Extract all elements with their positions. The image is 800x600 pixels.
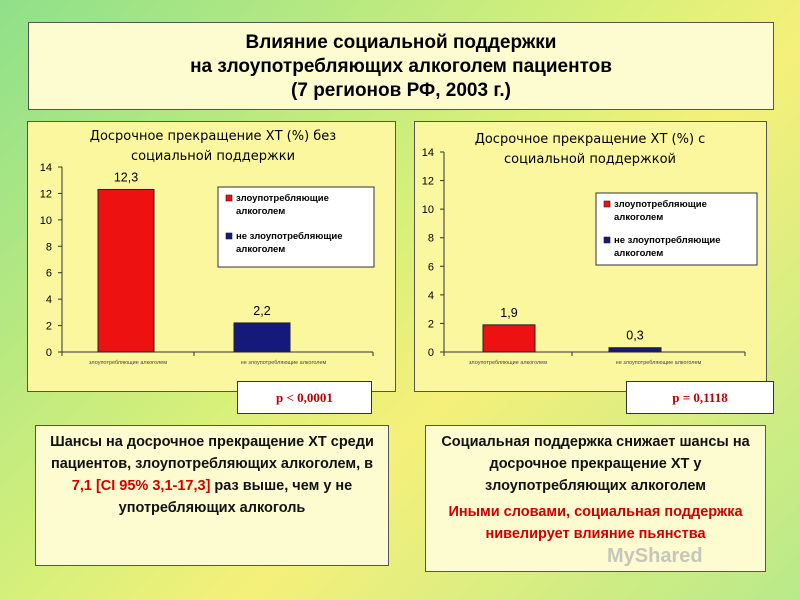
support-highlight-text: Иными словами, социальная поддержка ниве… [448, 504, 743, 542]
bar [608, 347, 662, 353]
support-main-text: Социальная поддержка снижает шансы на до… [441, 434, 750, 494]
legend-label: злоупотребляющие [236, 193, 329, 204]
chart-panel-with-support: Досрочное прекращение ХТ (%) с социально… [414, 121, 767, 392]
y-tick-label: 2 [428, 318, 434, 330]
chart-title-line-2: социальной поддержкой [503, 152, 676, 167]
chart-title-line-1: Досрочное прекращение ХТ (%) без [89, 129, 337, 144]
watermark-logo: MyShared [607, 545, 703, 567]
y-tick-label: 10 [40, 215, 52, 227]
legend-label: алкоголем [614, 248, 663, 259]
x-tick-label: не злоупотребляющие алкоголем [241, 360, 327, 366]
x-tick-label: злоупотребляющие алкоголем [89, 360, 167, 366]
y-tick-label: 0 [428, 347, 434, 359]
data-label: 2,2 [253, 304, 270, 318]
slide-title-line-3: (7 регионов РФ, 2003 г.) [291, 80, 511, 101]
bar [97, 188, 155, 353]
legend-label: алкоголем [614, 212, 663, 223]
bar-chart-without-support: 0 2 4 6 8 10 12 14 12,3 2,2 злоупотребляющие алког… [40, 162, 375, 366]
y-tick-label: 4 [428, 290, 434, 302]
y-tick-label: 8 [428, 233, 434, 245]
chart-panel-without-support: Досрочное прекращение ХТ (%) без социаль… [27, 121, 396, 392]
chart-title-with-support: Досрочное прекращение ХТ (%) с социально… [445, 130, 735, 170]
bar [482, 324, 536, 353]
legend-label: злоупотребляющие [614, 199, 707, 210]
y-tick-label: 2 [46, 321, 52, 333]
legend-label: не злоупотребляющие [236, 231, 343, 242]
y-tick-label: 10 [422, 204, 434, 216]
odds-text-box: Шансы на досрочное прекращение ХТ среди … [35, 425, 389, 566]
legend-label: алкоголем [236, 244, 285, 255]
y-tick-label: 14 [40, 162, 52, 174]
p-value-right: p = 0,1118 [626, 381, 774, 414]
data-label: 12,3 [114, 170, 138, 184]
odds-text-part-1: Шансы на досрочное прекращение ХТ среди … [50, 434, 374, 472]
y-tick-label: 0 [46, 347, 52, 359]
bar [233, 322, 291, 353]
y-tick-label: 8 [46, 241, 52, 253]
legend-label: не злоупотребляющие [614, 235, 721, 246]
odds-value: 7,1 [CI 95% 3,1-17,3] [71, 478, 211, 494]
y-tick-label: 12 [422, 176, 434, 188]
y-tick-label: 12 [40, 188, 52, 200]
legend-label: алкоголем [236, 206, 285, 217]
chart-title-line-2: социальной поддержки [130, 149, 296, 164]
y-tick-label: 6 [428, 261, 434, 273]
slide-title-line-1: Влияние социальной поддержки [245, 32, 557, 53]
data-label: 1,9 [500, 306, 517, 320]
legend-box [595, 192, 758, 266]
legend-swatch [603, 236, 611, 244]
legend-box [217, 186, 375, 268]
y-tick-label: 4 [46, 294, 52, 306]
p-value-left: p < 0,0001 [237, 381, 372, 414]
bar-chart-with-support: 0 2 4 6 8 10 12 14 1,9 0,3 злоупотребляющие алкого… [422, 147, 758, 366]
slide-title-line-2: на злоупотребляющих алкоголем пациентов [190, 56, 612, 77]
legend-swatch [225, 232, 233, 240]
y-tick-label: 14 [422, 147, 434, 159]
legend-swatch [603, 200, 611, 208]
support-text-box: Социальная поддержка снижает шансы на до… [425, 425, 766, 572]
chart-title-line-1: Досрочное прекращение ХТ (%) с [474, 132, 706, 147]
chart-title-without-support: Досрочное прекращение ХТ (%) без социаль… [68, 127, 358, 167]
legend-swatch [225, 194, 233, 202]
odds-text-part-2: раз выше, чем у не употребляющих алкогол… [118, 478, 353, 516]
data-label: 0,3 [626, 329, 643, 343]
slide-title-box: Влияние социальной поддержки на злоупотр… [28, 22, 774, 110]
x-tick-label: не злоупотребляющие алкоголем [616, 360, 702, 366]
x-tick-label: злоупотребляющие алкоголем [469, 360, 547, 366]
y-tick-label: 6 [46, 268, 52, 280]
